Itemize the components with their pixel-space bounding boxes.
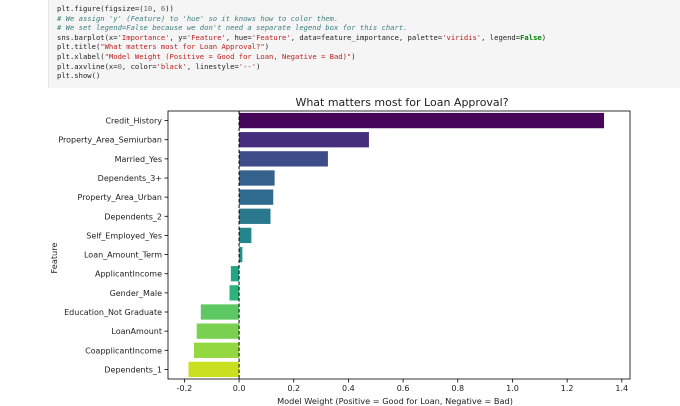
y-tick-label: Loan_Amount_Term — [84, 251, 162, 260]
code-token: ) — [256, 61, 261, 71]
plot-area: Credit_History Property_Area_Semiurban Mar… — [58, 110, 631, 393]
code-token: , data=feature_importance, palette= — [290, 32, 443, 42]
bar-property-area-semiurban — [239, 132, 369, 148]
code-token: 10 — [143, 4, 153, 13]
chart-title: What matters most for Loan Approval? — [295, 96, 508, 109]
code-token: ) — [351, 51, 356, 61]
code-token: 'black' — [156, 61, 187, 71]
y-tick-label: Dependents_3+ — [98, 174, 162, 183]
code-token: False — [520, 32, 542, 42]
code-token: '--' — [238, 61, 257, 71]
code-line: # We assign 'y' (Feature) to 'hue' so it… — [57, 14, 680, 24]
y-tick-label: ApplicantIncome — [95, 270, 162, 279]
code-token: , — [152, 4, 161, 13]
output-area: What matters most for Loan Approval? Mod… — [0, 88, 680, 406]
bar-loan-amount-term — [239, 246, 243, 263]
x-tick-label: 1.0 — [506, 384, 519, 393]
bar-gender-male — [229, 285, 240, 301]
y-tick-label: Married_Yes — [115, 155, 162, 164]
y-tick-label: Property_Area_Semiurban — [58, 136, 162, 145]
code-token: 6 — [160, 4, 166, 13]
code-token: ) — [264, 42, 270, 52]
bar-dependents-2 — [239, 208, 271, 224]
code-token: plt.title( — [57, 42, 101, 52]
x-tick-label: 0.8 — [451, 384, 464, 393]
bar-credit-history — [239, 112, 605, 129]
code-token: plt.figure(figsize=( — [57, 4, 144, 13]
code-token: , legend= — [481, 32, 521, 42]
code-token: sns.barplot(x= — [57, 32, 118, 42]
bar-married-yes — [239, 151, 328, 167]
bar-applicantincome — [230, 266, 240, 282]
y-tick-label: CoapplicantIncome — [85, 346, 162, 355]
x-tick-label: -0.2 — [177, 384, 193, 393]
code-token: 'Feature' — [186, 32, 226, 42]
code-line: plt.xlabel("Model Weight (Positive = Goo… — [57, 52, 680, 62]
bar-dependents-3- — [239, 170, 275, 186]
x-tick-label: 1.4 — [615, 384, 628, 393]
x-tick-label: 1.2 — [561, 384, 574, 393]
bar-chart: What matters most for Loan Approval? Mod… — [49, 96, 631, 406]
bar-property-area-urban — [239, 189, 274, 205]
bar-coapplicantincome — [193, 342, 240, 358]
code-line: plt.figure(figsize=(10, 6)) — [57, 4, 680, 14]
x-axis-label: Model Weight (Positive = Good for Loan, … — [277, 396, 513, 406]
code-line: plt.show() — [57, 71, 680, 81]
y-tick-label: Credit_History — [105, 117, 162, 126]
code-token: "Model Weight (Positive = Good for Loan,… — [104, 51, 352, 61]
code-line: plt.title("What matters most for Loan Ap… — [57, 42, 680, 52]
code-token: , color= — [121, 61, 157, 71]
bar-self-employed-yes — [239, 227, 252, 244]
x-tick-label: 0.0 — [233, 384, 246, 393]
y-axis-label: Feature — [49, 243, 59, 274]
code-token: plt.xlabel( — [57, 51, 105, 61]
code-cell[interactable]: plt.figure(figsize=(10, 6)) # We assign '… — [48, 0, 680, 88]
code-token: 'Importance' — [117, 32, 170, 42]
code-token: )) — [165, 4, 174, 13]
bar-dependents-1 — [188, 361, 240, 378]
y-tick-label: Property_Area_Urban — [78, 193, 162, 202]
x-tick-label: 0.2 — [287, 384, 300, 393]
y-tick-label: Gender_Male — [110, 289, 163, 298]
x-tick-label: 0.6 — [397, 384, 410, 393]
x-tick-label: 0.4 — [342, 384, 355, 393]
code-token: plt.show() — [57, 71, 101, 81]
code-token: # We assign 'y' (Feature) to 'hue' so it… — [57, 13, 339, 23]
code-line: # We set legend=False because we don't n… — [57, 23, 680, 33]
y-tick-label: Dependents_1 — [104, 365, 162, 374]
code-token: ) — [541, 32, 547, 42]
code-token: "What matters most for Loan Approval?" — [100, 42, 265, 52]
code-line: plt.axvline(x=0, color='black', linestyl… — [57, 62, 680, 72]
code-token: 0 — [117, 61, 122, 71]
code-token: plt.axvline(x= — [57, 61, 118, 71]
y-tick-label: Self_Employed_Yes — [86, 231, 162, 240]
code-token: , y= — [169, 32, 187, 42]
code-token: , hue= — [225, 32, 252, 42]
bar-loanamount — [196, 323, 240, 339]
y-tick-label: Education_Not Graduate — [64, 308, 162, 317]
code-token: 'Feature' — [251, 32, 291, 42]
y-tick-label: LoanAmount — [111, 327, 162, 336]
code-token: 'viridis' — [442, 32, 482, 42]
code-line: sns.barplot(x='Importance', y='Feature',… — [57, 33, 680, 43]
bar-education-not-graduate — [200, 304, 240, 320]
plot-frame — [167, 110, 631, 380]
y-tick-label: Dependents_2 — [104, 212, 162, 221]
code-token: , linestyle= — [186, 61, 239, 71]
code-token: # We set legend=False because we don't n… — [57, 23, 408, 33]
